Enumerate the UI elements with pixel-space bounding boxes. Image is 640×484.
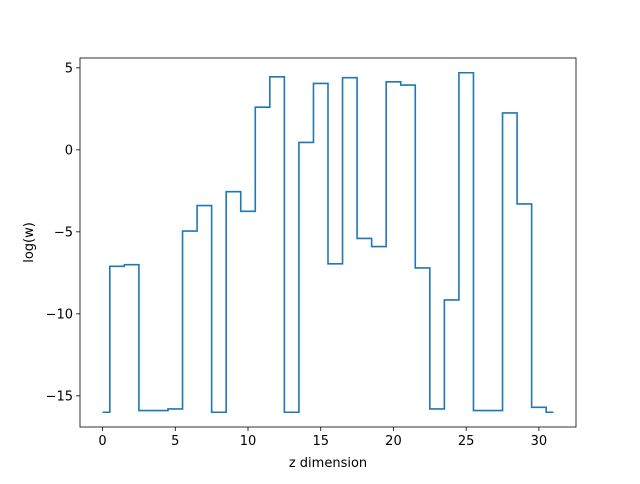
plot-frame (79, 57, 577, 428)
series-line (102, 71, 554, 414)
x-axis-ticks: 0 5 10 15 20 25 30 (98, 427, 547, 449)
x-tick-label: 0 (98, 434, 106, 449)
y-axis-label: log(w) (22, 222, 37, 263)
x-tick-label: 30 (531, 434, 548, 449)
x-tick-label: 20 (385, 434, 402, 449)
y-tick-label: 5 (65, 61, 73, 76)
y-axis-ticks: 5 0 −5 −10 −15 (46, 61, 80, 404)
x-tick-label: 15 (312, 434, 329, 449)
y-tick-label: 0 (65, 143, 73, 158)
x-tick-label: 5 (171, 434, 179, 449)
y-tick-label: −10 (46, 307, 73, 322)
x-tick-label: 10 (240, 434, 257, 449)
y-tick-label: −5 (54, 225, 73, 240)
x-axis-label: z dimension (289, 456, 367, 471)
x-tick-label: 25 (458, 434, 475, 449)
series-layer (102, 71, 554, 414)
y-tick-label: −15 (46, 389, 73, 404)
